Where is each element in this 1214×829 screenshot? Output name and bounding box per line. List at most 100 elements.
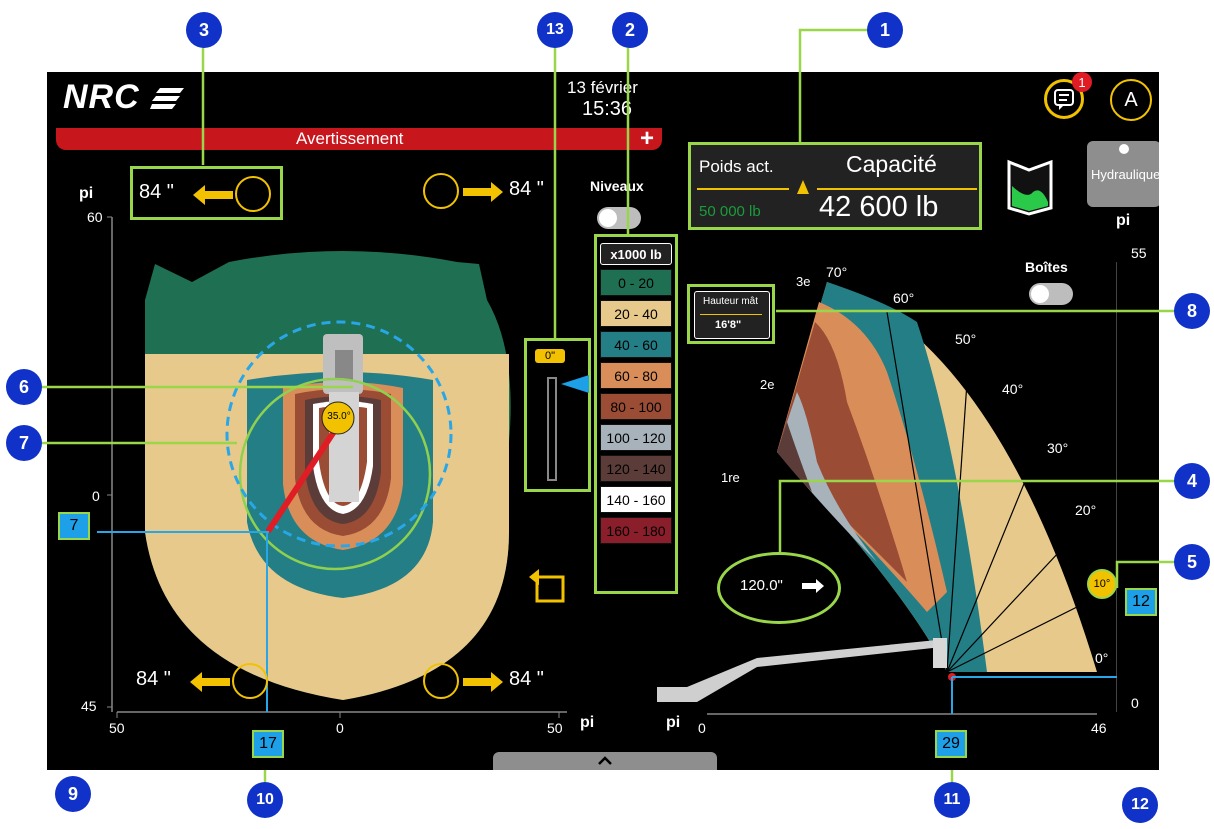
mast-height-label: Hauteur mât <box>703 296 759 307</box>
weight-capacity-panel: Poids act. 50 000 lb Capacité 42 600 lb <box>688 142 982 230</box>
nrc-logo: NRC <box>63 78 186 119</box>
side-y-tick-0: 0 <box>1131 695 1139 711</box>
bottom-distance-marker[interactable]: 17 <box>252 730 284 758</box>
angle-label: 60° <box>893 290 915 306</box>
side-x-tick-0: 0 <box>698 720 706 736</box>
arrow-right-icon <box>802 579 824 593</box>
legend-item: 80 - 100 <box>600 393 672 420</box>
divider-right <box>817 188 977 190</box>
level-indicator-box: 0" <box>524 338 591 492</box>
load-legend: x1000 lb 0 - 20 20 - 40 40 - 60 60 - 80 … <box>594 234 678 594</box>
x-tick-left-50: 50 <box>109 720 125 736</box>
callout-6: 6 <box>6 369 42 405</box>
outrigger-bottom-right: 84 " <box>423 663 583 703</box>
right-height-marker[interactable]: 12 <box>1125 588 1157 616</box>
callout-1: 1 <box>867 12 903 48</box>
actual-weight-value: 50 000 lb <box>699 203 761 220</box>
angle-label: 20° <box>1075 502 1097 518</box>
y-tick-0: 0 <box>92 488 100 504</box>
legend-item: 40 - 60 <box>600 331 672 358</box>
outrigger-pad-icon[interactable] <box>423 173 459 209</box>
legend-item: 160 - 180 <box>600 517 672 544</box>
angle-label: 40° <box>1002 381 1024 397</box>
outrigger-value: 84 " <box>509 668 544 690</box>
section-label: 1re <box>721 470 740 485</box>
load-chart-map-icon[interactable] <box>1005 156 1055 218</box>
section-label: 3e <box>796 274 811 289</box>
outrigger-pad-icon[interactable] <box>235 176 271 212</box>
warning-label: Avertissement <box>296 129 404 148</box>
callout-7: 7 <box>6 425 42 461</box>
outrigger-value: 84 " <box>509 178 544 200</box>
crane-display-screen: NRC 13 février 15:36 1 A Avertissement +… <box>47 72 1159 770</box>
legend-item: 120 - 140 <box>600 455 672 482</box>
level-gauge <box>547 377 557 481</box>
side-x-tick-46: 46 <box>1091 720 1107 736</box>
side-y-tick-55: 55 <box>1131 245 1147 261</box>
boxes-toggle[interactable] <box>1029 283 1073 305</box>
hydraulic-button[interactable]: Hydraulique <box>1087 141 1159 207</box>
messages-button[interactable] <box>1044 79 1084 119</box>
mast-height-inner: Hauteur mât 16'8" <box>694 291 770 339</box>
level-value-badge: 0" <box>535 349 565 363</box>
boxes-label: Boîtes <box>1025 259 1068 275</box>
hydraulic-label: Hydraulique <box>1091 167 1159 182</box>
legend-item: 140 - 160 <box>600 486 672 513</box>
outrigger-bottom-left: 84 " <box>136 663 296 703</box>
legend-item: 60 - 80 <box>600 362 672 389</box>
legend-item: 100 - 120 <box>600 424 672 451</box>
section-label: 2e <box>760 377 775 392</box>
top-view-unit-y: pi <box>79 185 94 202</box>
outrigger-pad-icon[interactable] <box>232 663 268 699</box>
side-view-unit-x: pi <box>666 714 681 731</box>
angle-label: 50° <box>955 331 977 347</box>
rotate-icon[interactable] <box>527 567 571 607</box>
callout-2: 2 <box>612 12 648 48</box>
arrow-right-icon <box>463 182 503 202</box>
callout-13: 13 <box>537 12 573 48</box>
legend-item: 20 - 40 <box>600 300 672 327</box>
legend-unit: x1000 lb <box>600 243 672 265</box>
callout-11: 11 <box>934 782 970 818</box>
legend-item: 0 - 20 <box>600 269 672 296</box>
capacity-value: 42 600 lb <box>819 191 939 223</box>
arrow-right-icon <box>463 672 503 692</box>
outrigger-pad-icon[interactable] <box>423 663 459 699</box>
expand-plus-icon[interactable]: + <box>639 125 654 152</box>
boom-extension-value: 120.0" <box>740 577 783 594</box>
level-pointer-icon <box>561 375 589 393</box>
angle-label: 0° <box>1095 650 1109 666</box>
mast-height-value: 16'8" <box>715 319 742 331</box>
logo-text: NRC <box>63 78 140 116</box>
header-date: 13 février <box>567 78 638 97</box>
outrigger-top-right: 84 " <box>423 173 583 213</box>
hydraulic-indicator-dot <box>1119 144 1129 154</box>
drawer-handle[interactable] <box>493 752 717 770</box>
weight-bell-icon <box>797 180 809 194</box>
logo-stripes-icon <box>150 80 186 119</box>
top-view-rotation-badge: 35.0° <box>327 411 351 422</box>
divider-left <box>697 188 789 190</box>
levels-toggle[interactable] <box>597 207 641 229</box>
chat-bubble-icon <box>1054 89 1074 110</box>
mast-divider <box>700 314 762 315</box>
left-distance-marker[interactable]: 7 <box>58 512 90 540</box>
header-time: 15:36 <box>582 98 633 120</box>
angle-label: 70° <box>826 264 848 280</box>
chevron-up-icon <box>598 756 612 765</box>
notification-badge: 1 <box>1072 72 1092 92</box>
mast-height-box[interactable]: Hauteur mât 16'8" <box>687 284 775 344</box>
levels-label: Niveaux <box>590 178 644 194</box>
user-avatar-button[interactable]: A <box>1110 79 1152 121</box>
warning-bar[interactable]: Avertissement + <box>56 125 662 152</box>
y-tick-45: 45 <box>81 698 97 714</box>
side-view-unit-y: pi <box>1116 212 1131 229</box>
callout-12: 12 <box>1122 787 1158 823</box>
bottom-radius-marker[interactable]: 29 <box>935 730 967 758</box>
callout-4: 4 <box>1174 463 1210 499</box>
outrigger-value: 84 " <box>139 181 174 203</box>
actual-weight-label: Poids act. <box>699 157 774 176</box>
boom-extension-indicator: 120.0" <box>717 552 841 624</box>
outrigger-top-left: 84 " <box>130 166 283 220</box>
